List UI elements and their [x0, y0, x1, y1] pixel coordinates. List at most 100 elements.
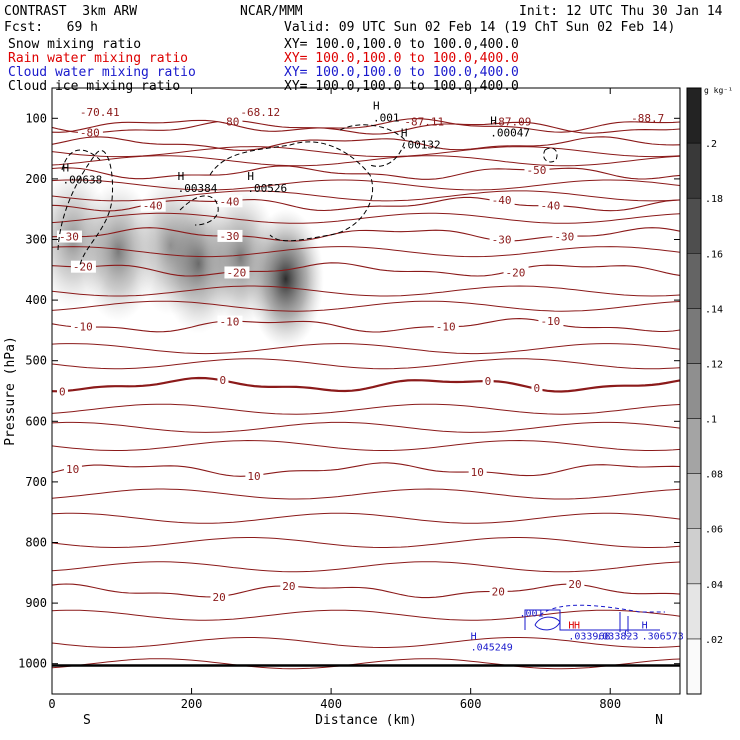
contour-label-bg [70, 320, 96, 333]
contour-label-bg [280, 579, 299, 592]
x-tick-label: 0 [48, 697, 55, 711]
contour-label-bg [503, 266, 529, 279]
x-tick-label: 200 [181, 697, 203, 711]
snow-cell [247, 208, 324, 349]
temp-contour-line [52, 146, 680, 158]
temp-contour-label: -40 [219, 195, 239, 208]
rain-max-marker: H [574, 621, 580, 632]
temp-contour-label: -30 [59, 231, 79, 244]
colorbar: .02 .04 .06 .08 .1 .12 .14 .16 .18 .2 g kg⁻¹ [686, 86, 733, 695]
temp-contour-line [52, 403, 680, 415]
colorbar-segment [686, 418, 702, 474]
ice-max-marker: H [62, 162, 69, 175]
temp-contour-line [52, 165, 680, 180]
ice-max-label: .00047 [490, 126, 530, 139]
contour-label-bg [77, 126, 103, 139]
ice-max-label: .00132 [401, 139, 441, 152]
contour-label-bg [524, 163, 550, 176]
colorbar-tick-label: .1 [705, 415, 717, 426]
cloud-water-outline [524, 609, 660, 631]
contour-label-bg [217, 315, 243, 328]
colorbar-segment [686, 583, 702, 640]
temp-contour-label: 20 [212, 591, 225, 604]
temp-contour-label: -50 [526, 164, 546, 177]
colorbar-segment [686, 638, 702, 695]
temp-contour-label: -40 [143, 200, 163, 213]
colorbar-tick-label: .2 [705, 139, 717, 150]
cloud-water-label: .306573 [642, 631, 684, 642]
temp-contour-label: 20 [282, 580, 295, 593]
contour-label-bg [552, 230, 578, 243]
field-xy-snow: XY= 100.0,100.0 to 100.0,400.0 [284, 37, 519, 52]
temp-contour-line [52, 583, 680, 599]
colorbar-segment [686, 197, 702, 254]
temp-contour-label: -80 [219, 115, 239, 128]
temp-contour-label: -10 [219, 316, 239, 329]
colorbar-segment [686, 473, 702, 529]
colorbar-unit: g kg⁻¹ [704, 86, 733, 95]
colorbar-tick-label: .12 [705, 359, 723, 370]
contour-label-bg [538, 199, 564, 212]
temp-contour-line [52, 136, 680, 151]
temp-contour-line [52, 119, 680, 135]
y-tick-label: 500 [25, 354, 47, 368]
temp-contour-line [52, 179, 680, 191]
colorbar-segment [686, 142, 702, 199]
temp-contour-line [52, 512, 680, 524]
contour-label-bg [538, 314, 564, 327]
ice-max-label: .001 [373, 111, 400, 124]
y-tick-label: 700 [25, 475, 47, 489]
field-label-cloud-water: Cloud water mixing ratio [8, 65, 196, 80]
rain-max-marker: H [568, 621, 574, 632]
temp-extremum-label: -68.12 [240, 106, 280, 119]
cloud-ice-outline [209, 141, 374, 242]
temp-contour-label: -30 [492, 234, 512, 247]
ice-max-marker: H [490, 114, 497, 127]
contour-label-bg [63, 463, 82, 476]
temp-contour-label: -30 [554, 230, 574, 243]
temp-contour-line [52, 285, 680, 297]
cloud-water-marker: C [624, 628, 630, 639]
temp-contour-line [52, 637, 680, 649]
cloud-water-label: .001 [520, 608, 544, 619]
temp-contour-label: 0 [59, 385, 66, 398]
contour-label-bg [531, 382, 543, 395]
temp-contour-line [52, 658, 680, 670]
y-tick-label: 800 [25, 536, 47, 550]
ice-max-label: .00638 [62, 174, 102, 187]
temp-contour-label: -20 [506, 266, 526, 279]
field-xy-cloud-water: XY= 100.0,100.0 to 100.0,400.0 [284, 65, 519, 80]
y-tick-label: 1000 [18, 657, 47, 671]
contour-label-bg [489, 233, 515, 246]
temp-extremum-label: -87.11 [404, 115, 444, 128]
cloud-water-contours [524, 604, 665, 632]
temp-contour-line [52, 537, 680, 549]
contour-label-bg [489, 194, 515, 207]
direction-north: N [655, 713, 663, 728]
contour-label-bg [56, 230, 82, 243]
x-axis-title: Distance (km) [315, 713, 417, 728]
contour-label-bg [140, 199, 166, 212]
contour-label-bg [468, 465, 487, 478]
ice-max-marker: H [247, 170, 254, 183]
plot-frame [51, 87, 681, 695]
temp-contour-line [52, 155, 680, 167]
temp-contour-label: 20 [568, 578, 581, 591]
temp-contour-line [52, 343, 680, 355]
temp-contour-label: 10 [66, 463, 79, 476]
temp-contour-label: 0 [485, 375, 492, 388]
cloud-ice-outline [339, 124, 406, 167]
temp-contour-line [52, 376, 680, 393]
temp-extremum-label: -70.41 [80, 106, 120, 119]
temperature-contours: -80 -80 -50 -40 -40 -40 -40 -30 -30 -30 -30 -20 -20 -… [52, 115, 680, 670]
field-xy-rain: XY= 100.0,100.0 to 100.0,400.0 [284, 51, 519, 66]
temp-contour-label: -40 [540, 200, 560, 213]
temp-contour-line [52, 561, 680, 573]
y-tick-label: 300 [25, 233, 47, 247]
temp-contour-label: -20 [73, 261, 93, 274]
temp-contour-label: -10 [436, 321, 456, 334]
temp-contour-line [52, 358, 680, 370]
chart-title: CONTRAST 3km ARW [4, 4, 138, 19]
temp-contour-label: -10 [540, 315, 560, 328]
